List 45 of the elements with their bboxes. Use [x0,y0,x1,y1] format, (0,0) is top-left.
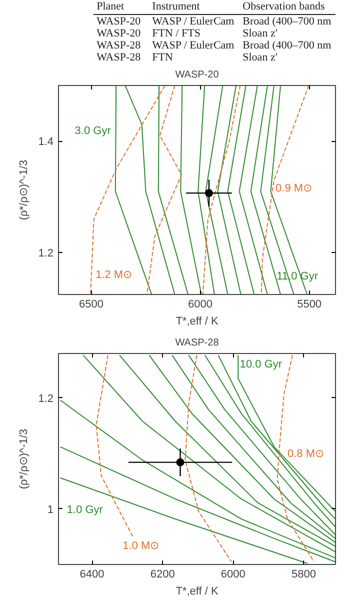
text: WASP-28 [96,52,142,64]
line-series [202,86,241,294]
x-tick-label: 6000 [188,298,213,310]
line-series [60,400,336,558]
annotation: 1.2 M⊙ [96,268,132,281]
annotation: 0.9 M⊙ [276,182,312,195]
text: WASP-28 [96,40,142,52]
x-tick-label: 6500 [78,298,104,310]
text: Observation bands [242,0,325,12]
x-axis-title: T*,eff / K [176,586,219,598]
x-tick-label: 6200 [150,568,175,580]
annotation: 3.0 Gyr [74,125,112,138]
line-series [146,86,182,294]
text: FTN [152,52,173,64]
y-axis-title: (ρ*/ρ⊙)^-1/3 [18,428,30,490]
annotation: 1.0 Gyr [66,504,104,516]
annotation: 1.0 M⊙ [122,540,160,552]
y-tick-label: 1 [47,504,54,516]
text: WASP-20 [96,28,142,40]
text: WASP / EulerCam [152,40,235,52]
line-series [82,354,336,552]
x-tick-label: 5800 [292,568,316,580]
x-tick-label: 6400 [80,568,104,580]
annotation: 0.8 M⊙ [288,448,324,460]
text: Broad (400–700 nm [242,16,332,28]
text: Broad (400–700 nm [242,40,332,52]
y-tick-label: 1.4 [38,136,54,148]
text: FTN / FTS [152,28,200,40]
text: Instrument [152,0,200,12]
x-tick-label: 6000 [220,568,246,580]
text: Sloan z′ [242,52,278,64]
text: Sloan z′ [242,28,278,40]
y-tick-label: 1.2 [38,248,54,260]
text: Planet [96,0,124,12]
annotation: 10.0 Gyr [240,358,282,371]
chart-title: WASP-20 [175,70,220,80]
x-tick-label: 5500 [297,298,322,310]
line-series [90,86,166,294]
chart-title: WASP-28 [175,338,220,348]
line-series [60,446,336,562]
text: WASP-20 [96,16,142,28]
x-axis-title: T*,eff / K [176,316,219,328]
text: WASP / EulerCam [152,16,235,28]
y-axis-title: (ρ*/ρ⊙)^-1/3 [18,160,30,220]
y-tick-label: 1.2 [38,392,54,405]
